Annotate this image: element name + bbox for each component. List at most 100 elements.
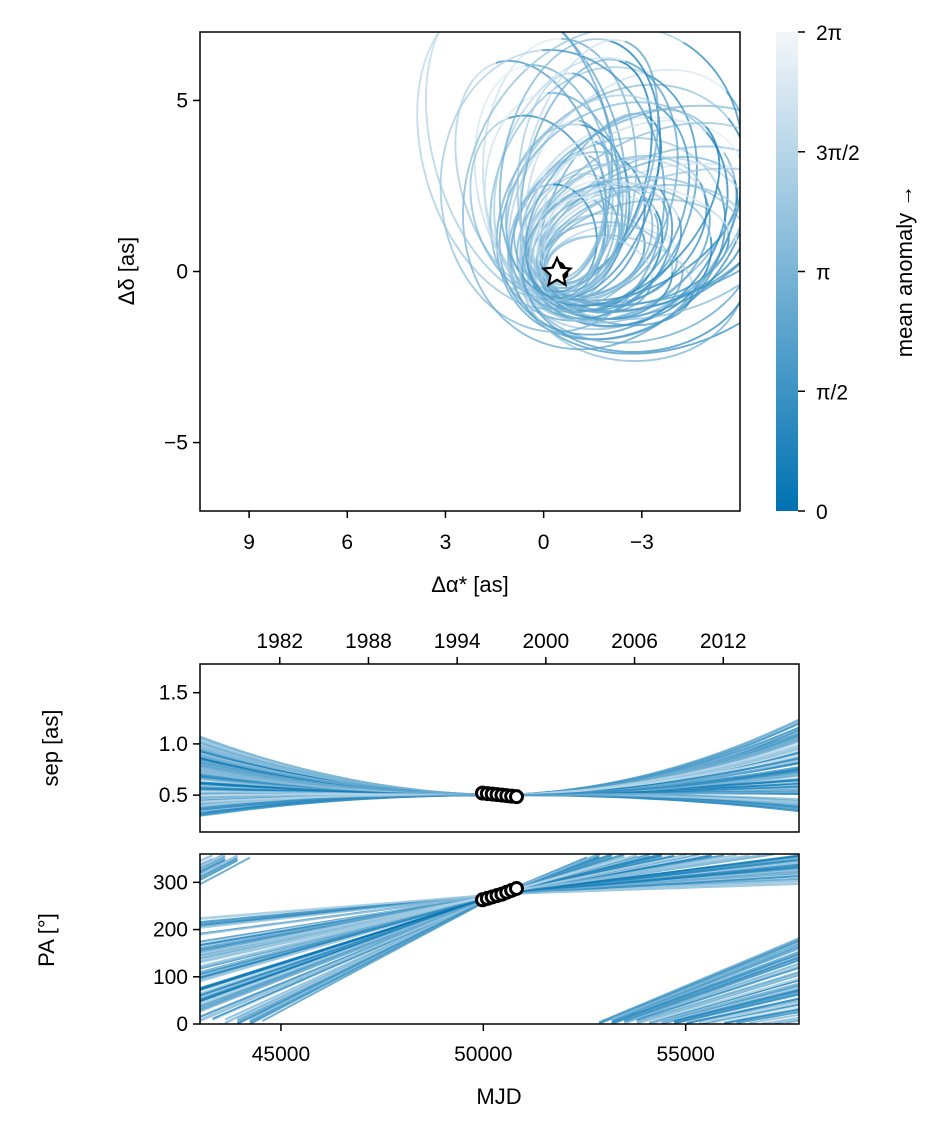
- orbit-segment: [743, 224, 754, 257]
- orbit-segment: [621, 158, 657, 162]
- orbit-segment: [727, 229, 740, 257]
- orbit-segment: [677, 100, 696, 142]
- orbit-segment: [469, 193, 478, 230]
- orbit-segment: [613, 233, 640, 273]
- orbit-segment: [574, 150, 599, 158]
- orbit-segment: [489, 283, 531, 308]
- x-tick-label: 55000: [656, 1043, 714, 1066]
- orbit-lines: [416, 4, 822, 363]
- orbit-segment: [677, 179, 717, 198]
- orbit-segment: [576, 38, 608, 45]
- orbit-segment: [671, 117, 679, 164]
- orbit-segment: [543, 236, 547, 255]
- orbit-segment: [585, 159, 622, 174]
- orbit-segment: [585, 264, 608, 291]
- position-angle-line: [200, 854, 799, 1023]
- orbit-segment: [416, 126, 430, 188]
- orbit-segment: [618, 59, 639, 77]
- star-marker: [540, 255, 574, 288]
- orbit-segment: [636, 188, 654, 223]
- orbit-segment: [660, 229, 678, 250]
- orbit-segment: [465, 63, 501, 99]
- y-tick-label: 0: [176, 261, 188, 284]
- orbit-segment: [600, 221, 607, 256]
- orbit-segment: [575, 143, 621, 175]
- orbit-segment: [581, 124, 605, 137]
- orbit-segment: [736, 167, 740, 171]
- orbit-segment: [628, 280, 655, 298]
- orbit-segment: [577, 278, 602, 296]
- orbit-segment: [435, 173, 462, 231]
- orbit-segment: [758, 159, 777, 181]
- orbit-segment: [576, 90, 599, 126]
- orbit-segment: [484, 200, 494, 240]
- orbit-segment: [648, 68, 693, 74]
- orbit-segment: [635, 182, 679, 194]
- orbit-segment: [652, 236, 669, 254]
- orbit-segment: [606, 223, 610, 241]
- orbit-segment: [573, 306, 595, 314]
- orbit-segment: [514, 202, 524, 222]
- orbit-segment: [452, 252, 482, 298]
- orbit-segment: [561, 37, 591, 50]
- orbit-segment: [442, 4, 474, 28]
- orbit-segment: [639, 248, 669, 285]
- orbit-segment: [491, 246, 510, 288]
- year-tick-label: 2012: [700, 630, 747, 653]
- orbit-segment: [537, 232, 542, 255]
- orbit-segment: [641, 194, 653, 216]
- orbit-segment: [613, 179, 620, 235]
- orbit-segment: [482, 78, 502, 108]
- orbit-segment: [683, 166, 691, 209]
- orbit-segment: [601, 70, 649, 91]
- orbit-segment: [627, 306, 680, 341]
- orbit-segment: [671, 238, 682, 262]
- orbit-segment: [585, 346, 644, 355]
- orbit-segment: [637, 248, 646, 266]
- orbit-segment: [495, 59, 525, 65]
- orbit-segment: [607, 178, 654, 199]
- orbit-segment: [557, 123, 582, 129]
- orbit-segment: [741, 222, 744, 246]
- orbit-segment: [646, 108, 681, 113]
- orbit-segment: [599, 253, 619, 281]
- x-tick-label: 3: [440, 531, 452, 554]
- orbit-segment: [545, 212, 566, 235]
- x-tick-label: 6: [341, 531, 353, 554]
- orbit-segment: [598, 347, 644, 353]
- orbit-segment: [583, 271, 615, 295]
- orbit-segment: [571, 72, 591, 84]
- orbit-segment: [551, 281, 565, 287]
- orbit-segment: [713, 211, 739, 243]
- orbit-segment: [462, 179, 468, 243]
- orbit-segment: [704, 187, 732, 203]
- year-axis-ticks: 1982 1988 1994 2000 2006 2012: [256, 630, 747, 664]
- orbit-segment: [527, 186, 546, 226]
- orbit-segment: [499, 101, 523, 127]
- orbit-segment: [747, 159, 750, 207]
- orbit-segment: [754, 221, 757, 257]
- year-tick-label: 1988: [345, 630, 392, 653]
- orbit-segment: [635, 262, 673, 291]
- orbit-segment: [589, 48, 616, 78]
- y-tick-label: 200: [153, 919, 188, 942]
- orbit-segment: [538, 287, 565, 305]
- orbit-segment: [817, 174, 822, 221]
- orbit-segment: [538, 301, 571, 314]
- orbit-segment: [588, 176, 633, 188]
- orbit-segment: [520, 64, 547, 104]
- orbit-segment: [678, 191, 715, 214]
- year-tick-label: 1982: [256, 630, 303, 653]
- position-angle-line: [200, 854, 799, 1023]
- orbit-segment: [562, 316, 606, 333]
- orbit-segment: [729, 200, 740, 215]
- orbit-segment: [513, 241, 521, 263]
- orbit-segment: [587, 101, 633, 115]
- orbit-segment: [738, 188, 740, 192]
- orbit-segment: [607, 39, 635, 58]
- orbit-segment: [532, 304, 561, 333]
- orbit-segment: [555, 173, 586, 199]
- orbit-segment: [624, 40, 646, 59]
- orbit-segment: [536, 242, 540, 260]
- orbit-segment: [427, 186, 455, 243]
